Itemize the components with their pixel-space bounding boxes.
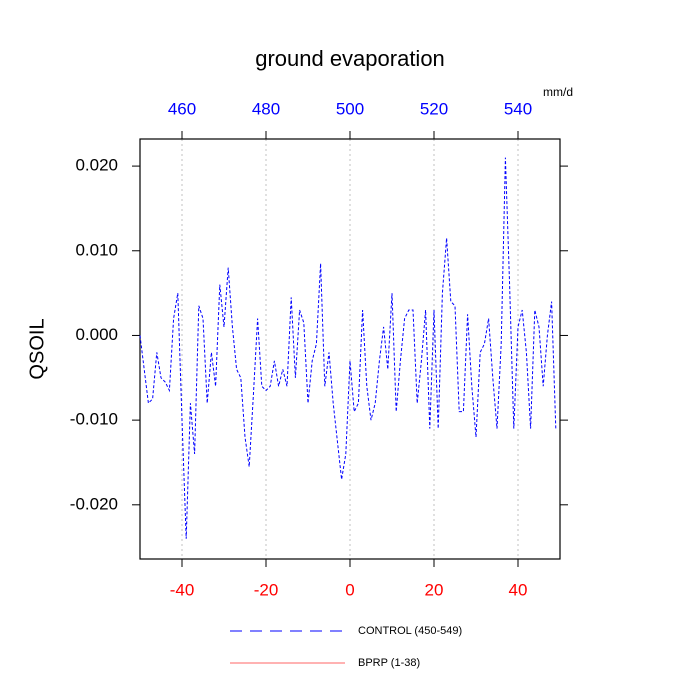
- y-axis-title: QSOIL: [26, 318, 48, 379]
- x-tick-label: 20: [425, 580, 444, 599]
- y-tick-label: 0.020: [75, 156, 118, 175]
- y-tick-label: 0.010: [75, 240, 118, 259]
- chart-title: ground evaporation: [255, 46, 445, 71]
- x-tick-label: 40: [509, 580, 528, 599]
- legend-label: CONTROL (450-549): [358, 625, 462, 637]
- x-tick-label: -40: [170, 580, 195, 599]
- x2-tick-label: 540: [504, 99, 532, 118]
- x-tick-label: 0: [345, 580, 354, 599]
- y-tick-label: -0.010: [70, 410, 118, 429]
- y-tick-label: -0.020: [70, 494, 118, 513]
- x2-tick-label: 520: [420, 99, 448, 118]
- legend-label: BPRP (1-38): [358, 657, 420, 669]
- x-tick-label: -20: [254, 580, 279, 599]
- x2-tick-label: 460: [168, 99, 196, 118]
- x2-axis-unit: mm/d: [543, 85, 573, 99]
- x2-tick-label: 500: [336, 99, 364, 118]
- data-line: [139, 157, 557, 539]
- x2-tick-label: 480: [252, 99, 280, 118]
- y-tick-label: 0.000: [75, 325, 118, 344]
- plot-frame: [139, 138, 561, 560]
